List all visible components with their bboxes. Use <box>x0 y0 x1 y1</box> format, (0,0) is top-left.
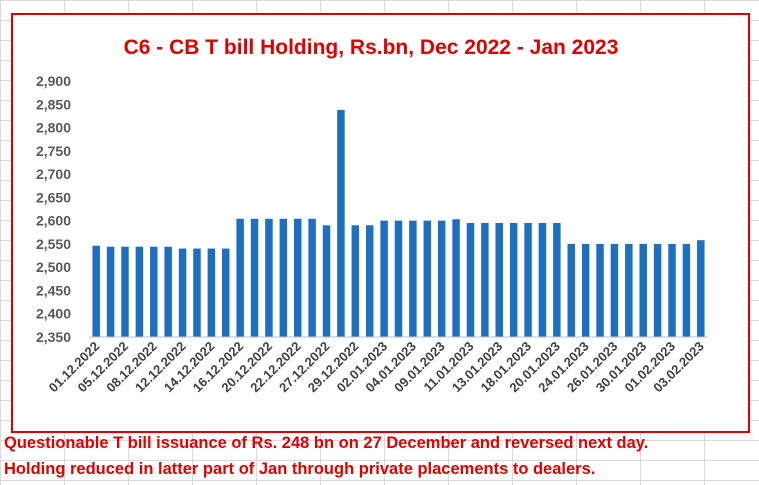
bar <box>668 243 676 337</box>
y-tick-label: 2,450 <box>36 282 71 298</box>
bar <box>567 243 575 337</box>
bar <box>394 220 403 337</box>
bar <box>380 220 388 337</box>
bar <box>466 222 475 337</box>
y-tick-label: 2,400 <box>36 306 71 322</box>
bar <box>495 222 504 337</box>
bar <box>337 109 345 337</box>
bar <box>279 218 288 337</box>
bar <box>293 218 302 337</box>
bar <box>308 218 316 337</box>
bar-series <box>92 109 705 337</box>
bar <box>164 246 172 337</box>
x-axis: 01.12.202205.12.202208.12.202212.12.2022… <box>46 336 708 395</box>
bar <box>639 243 647 337</box>
bar <box>581 243 590 337</box>
bar <box>610 243 619 337</box>
bar <box>553 222 561 337</box>
y-tick-label: 2,700 <box>36 166 71 182</box>
chart-title: C6 - CB T bill Holding, Rs.bn, Dec 2022 … <box>124 36 619 59</box>
y-axis: 2,350 2,400 2,450 2,500 2,550 2,600 2,650 2,700… <box>36 73 71 345</box>
y-tick-label: 2,850 <box>36 96 71 112</box>
y-tick-label: 2,550 <box>36 236 71 252</box>
y-tick-label: 2,350 <box>36 329 71 345</box>
y-tick-label: 2,500 <box>36 259 71 275</box>
bar <box>509 222 518 337</box>
bar <box>135 246 144 337</box>
chart-frame[interactable]: C6 - CB T bill Holding, Rs.bn, Dec 2022 … <box>11 13 750 433</box>
bar <box>524 222 532 337</box>
bar <box>653 243 662 337</box>
y-tick-label: 2,900 <box>36 73 71 89</box>
y-tick-label: 2,800 <box>36 120 71 136</box>
bar <box>365 225 374 337</box>
bar <box>351 225 360 337</box>
bar <box>538 222 547 337</box>
bar <box>322 225 331 337</box>
bar <box>481 222 489 337</box>
bar <box>265 218 273 337</box>
bar <box>193 248 201 337</box>
bar <box>121 246 129 337</box>
bar <box>236 218 244 337</box>
bar <box>697 240 705 337</box>
bar <box>178 248 187 337</box>
bar <box>423 220 432 337</box>
bar <box>207 248 216 337</box>
note-line-2: Holding reduced in latter part of Jan th… <box>4 460 596 478</box>
bar <box>92 245 100 337</box>
bar <box>682 243 691 337</box>
bar <box>437 220 446 337</box>
bar <box>150 246 158 337</box>
bar-chart[interactable]: C6 - CB T bill Holding, Rs.bn, Dec 2022 … <box>13 15 748 431</box>
bar <box>452 219 460 337</box>
y-tick-label: 2,600 <box>36 213 71 229</box>
y-tick-label: 2,750 <box>36 143 71 159</box>
bar <box>250 218 259 337</box>
y-tick-label: 2,650 <box>36 189 71 205</box>
bar <box>625 243 633 337</box>
bar <box>409 220 417 337</box>
bar <box>106 246 115 337</box>
bar <box>222 248 230 337</box>
bar <box>596 243 604 337</box>
note-line-1: Questionable T bill issuance of Rs. 248 … <box>4 434 649 452</box>
